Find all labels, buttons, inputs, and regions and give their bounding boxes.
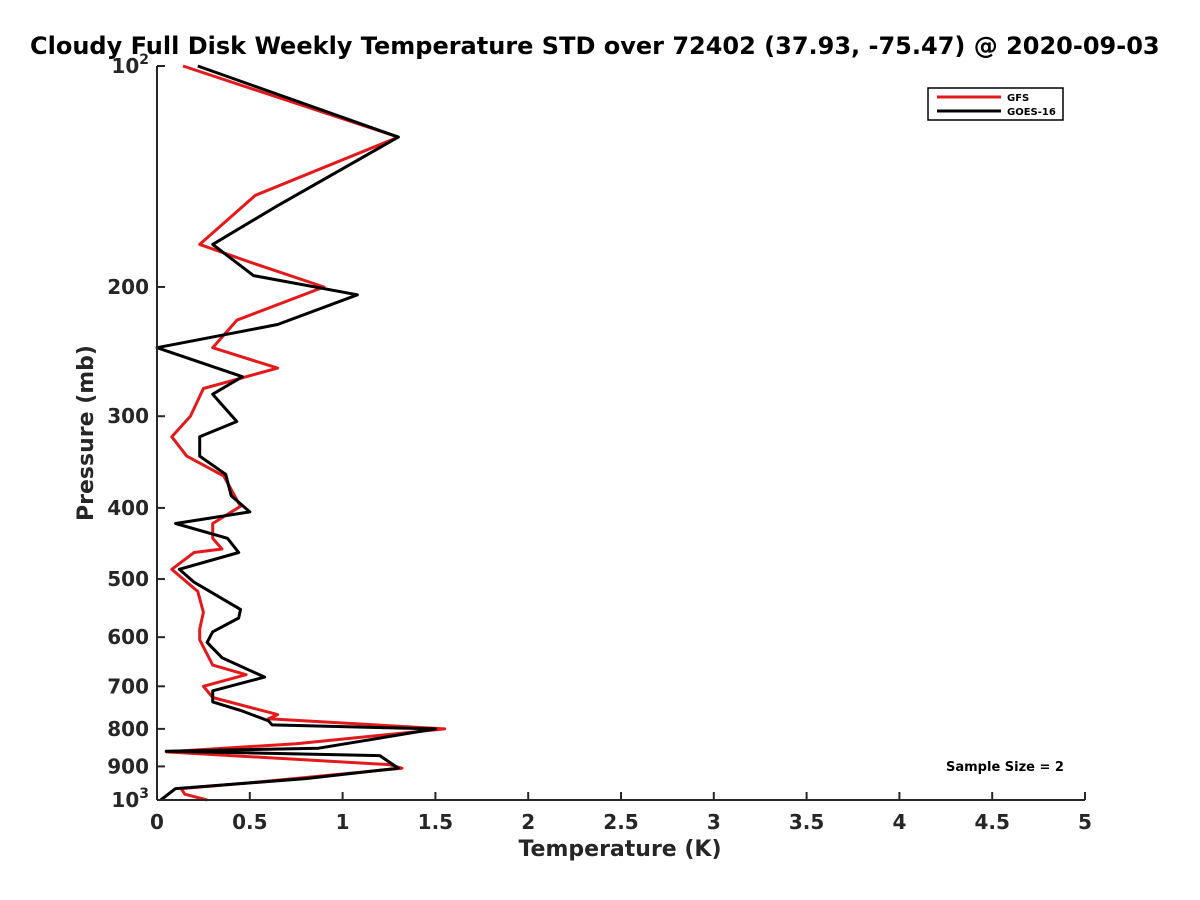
- legend: GFS GOES-16: [927, 87, 1064, 121]
- y-tick-label: 102: [111, 52, 149, 78]
- chart-title: Cloudy Full Disk Weekly Temperature STD …: [30, 32, 1160, 60]
- y-tick-label: 200: [107, 275, 149, 299]
- x-tick-label: 5: [1078, 810, 1092, 834]
- y-tick-label: 900: [107, 754, 149, 778]
- plot-area: 0 0.5 1 1.5 2 2.5 3 3.5 4 4.5 5 102 200 300 400 500 600 7…: [107, 52, 1092, 834]
- y-axis-label: Pressure (mb): [74, 345, 99, 521]
- y-tick-label: 800: [107, 717, 149, 741]
- x-tick-label: 3.5: [789, 810, 824, 834]
- legend-box: [927, 87, 1064, 121]
- x-axis-label: Temperature (K): [518, 837, 721, 862]
- x-tick-label: 4.5: [974, 810, 1009, 834]
- x-tick-label: 2.5: [603, 810, 638, 834]
- y-tick-label: 700: [107, 674, 149, 698]
- x-tick-label: 0.5: [232, 810, 267, 834]
- sample-size-annotation: Sample Size = 2: [946, 760, 1064, 775]
- y-tick-label: 103: [111, 786, 149, 812]
- y-tick-label: 300: [107, 404, 149, 428]
- y-tick-label: 500: [107, 567, 149, 591]
- series-line-goes16: [155, 64, 437, 802]
- x-tick-label: 1: [336, 810, 350, 834]
- legend-label-gfs: GFS: [1007, 93, 1029, 104]
- y-tick-label: 400: [107, 496, 149, 520]
- x-tick-label: 1.5: [418, 810, 453, 834]
- x-tick-label: 3: [707, 810, 721, 834]
- legend-label-goes16: GOES-16: [1007, 107, 1056, 118]
- x-tick-label: 4: [892, 810, 906, 834]
- x-tick-label: 2: [521, 810, 535, 834]
- x-tick-label: 0: [150, 810, 164, 834]
- y-tick-label: 600: [107, 625, 149, 649]
